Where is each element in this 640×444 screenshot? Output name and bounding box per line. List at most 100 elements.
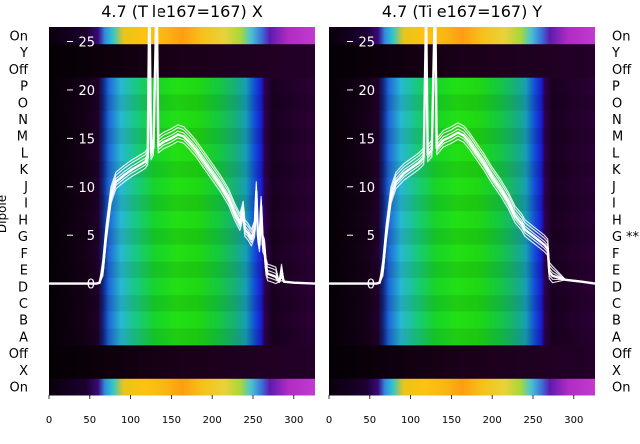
x-tick-label: 100: [401, 415, 420, 426]
x-tick-label: 250: [523, 415, 542, 426]
x-tick-label: 250: [243, 415, 262, 426]
heatmap-row-b: [329, 311, 595, 329]
row-label: Off: [612, 63, 632, 78]
row-label: H: [612, 213, 622, 228]
heatmap-row-band: [49, 294, 315, 312]
heatmap-row-band: [49, 328, 315, 345]
heatmap-row-d: [49, 277, 315, 296]
heatmap-row-band: [329, 294, 595, 312]
row-label: I: [24, 197, 28, 212]
row-label: C: [19, 297, 28, 312]
heatmap-row-on: [329, 378, 595, 396]
row-label: Off: [9, 63, 29, 78]
overlay-tick-label: 20: [78, 84, 95, 99]
row-label: Off: [9, 347, 29, 362]
row-label: E: [612, 264, 620, 279]
row-label: F: [612, 247, 619, 262]
row-label: M: [17, 130, 28, 145]
overlay-tick-label: 15: [358, 132, 375, 147]
overlay-tick-label: 15: [78, 132, 95, 147]
overlay-tick-label: 5: [87, 229, 95, 244]
overlay-series-line: [329, 0, 596, 285]
heatmap-row-o: [49, 93, 315, 112]
row-label: N: [612, 113, 622, 128]
heatmap-row-p: [329, 77, 595, 95]
heatmap-row-a: [329, 328, 595, 346]
x-tick-label: 0: [46, 415, 52, 426]
row-label: K: [612, 163, 621, 178]
heatmap-row-c: [329, 294, 595, 312]
overlay-series-line: [329, 0, 596, 285]
heatmap-row-e: [329, 261, 595, 279]
heatmap-row-band: [49, 93, 315, 111]
heatmap-row-p: [49, 77, 315, 95]
heatmap-row-b: [49, 311, 315, 329]
heatmap-row-o: [329, 93, 595, 112]
overlay-series-line: [329, 0, 596, 285]
row-label: Y: [19, 46, 28, 61]
heatmap-row-h: [49, 211, 315, 229]
row-label: On: [612, 29, 630, 44]
overlay-tick-label: 10: [78, 181, 95, 196]
heatmap-row-y: [329, 43, 595, 61]
row-annotation: **: [626, 230, 640, 245]
overlay-tick-label: 25: [358, 36, 375, 51]
heatmap-row-i: [49, 194, 315, 212]
row-label: H: [18, 213, 28, 228]
x-tick-label: 50: [363, 415, 376, 426]
chart-title: 4.7 (Tile167=167) X: [101, 2, 263, 21]
row-label: A: [612, 330, 621, 345]
heatmap-row-off: [49, 60, 315, 78]
x-tick-label: 200: [483, 415, 502, 426]
heatmap-row-band: [329, 261, 595, 278]
x-tick-label: 300: [564, 415, 583, 426]
row-label: X: [19, 364, 28, 379]
heatmap-row-n: [329, 110, 595, 128]
row-label: B: [612, 314, 621, 329]
row-label: On: [10, 29, 28, 44]
row-label: Off: [612, 347, 632, 362]
heatmap-row-off: [49, 344, 315, 363]
heatmap-row-band: [49, 160, 315, 178]
heatmap-row-on: [49, 378, 315, 396]
heatmap-row-y: [49, 43, 315, 61]
row-label: I: [612, 197, 616, 212]
heatmap-row-n: [49, 110, 315, 128]
overlay-tick-label: 0: [367, 278, 375, 293]
x-tick-label: 150: [162, 415, 181, 426]
overlay-tick-label: 5: [367, 229, 375, 244]
heatmap-row-e: [49, 261, 315, 279]
row-label: D: [612, 280, 622, 295]
overlay-tick-label: 0: [87, 278, 95, 293]
x-tick-label: 150: [442, 415, 461, 426]
heatmap-row-c: [49, 294, 315, 312]
row-label: G: [18, 230, 28, 245]
overlay-series-line: [329, 0, 596, 285]
row-label: B: [19, 314, 28, 329]
x-tick-label: 0: [326, 415, 332, 426]
row-label: C: [612, 297, 621, 312]
overlay-series-line: [49, 0, 316, 285]
heatmap-row-x: [329, 361, 595, 379]
heatmap-row-on: [49, 27, 315, 45]
row-label: G: [612, 230, 622, 245]
row-label: A: [19, 330, 28, 345]
row-label: J: [23, 180, 28, 195]
heatmap-row-i: [329, 194, 595, 212]
row-label: L: [21, 146, 29, 161]
row-label: L: [612, 146, 620, 161]
x-tick-label: 100: [121, 415, 140, 426]
row-label: P: [612, 80, 620, 95]
x-tick-label: 200: [203, 415, 222, 426]
heatmap-row-off: [329, 60, 595, 78]
heatmap-row-band: [329, 160, 595, 178]
overlay-tick-label: 20: [358, 84, 375, 99]
overlay-tick-label: 25: [78, 36, 95, 51]
row-label: M: [612, 130, 623, 145]
heatmap-row-f: [329, 244, 595, 262]
row-label: D: [18, 280, 28, 295]
heatmap-row-l: [329, 144, 595, 162]
overlay-series-line: [329, 0, 596, 285]
